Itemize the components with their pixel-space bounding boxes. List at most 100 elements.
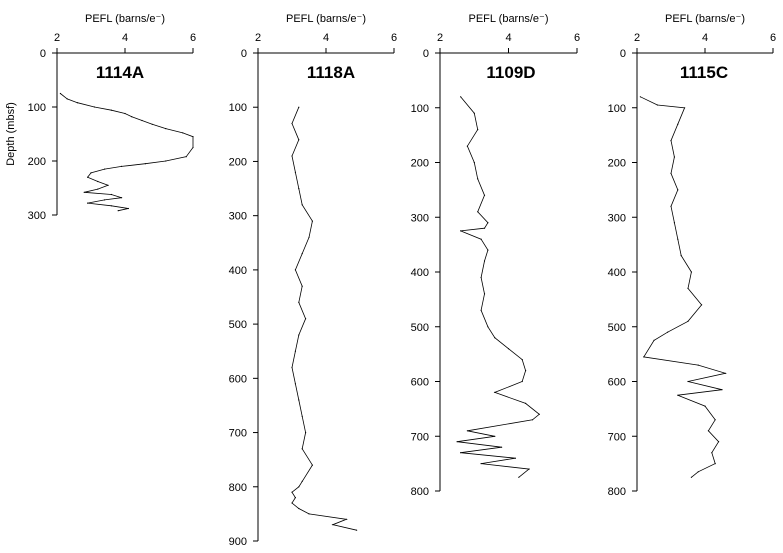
data-point <box>93 106 95 108</box>
data-point <box>487 249 489 251</box>
data-point <box>141 119 143 122</box>
data-point <box>528 468 530 470</box>
data-point <box>673 156 676 158</box>
x-tick-label: 6 <box>190 32 196 44</box>
data-point <box>677 123 679 125</box>
data-point <box>680 255 682 257</box>
data-point <box>718 441 720 443</box>
data-point <box>477 129 479 131</box>
data-point <box>456 441 458 443</box>
data-point <box>301 285 303 287</box>
data-point <box>110 205 112 207</box>
x-tick-label: 4 <box>323 32 329 44</box>
y-tick-label: 100 <box>229 102 247 114</box>
data-point <box>670 205 672 207</box>
y-tick-label: 200 <box>608 158 626 170</box>
data-point <box>301 253 303 255</box>
data-point <box>301 480 303 482</box>
x-tick-label: 6 <box>574 32 580 44</box>
y-tick-label: 0 <box>620 48 626 60</box>
data-point <box>298 486 300 488</box>
y-tick-label: 600 <box>229 373 247 385</box>
panel-1118A: 2 4 6 PEFL (barns/e⁻) 0 100 200 300 400 500 600 700… <box>229 13 397 548</box>
y-tick-label: 600 <box>608 377 626 389</box>
data-point <box>104 199 106 201</box>
panel-title: 1115C <box>680 63 728 82</box>
data-point <box>460 230 462 232</box>
data-point <box>76 102 78 104</box>
data-point <box>305 318 307 320</box>
data-point <box>127 207 129 210</box>
data-point <box>697 364 699 366</box>
x-tick-label: 4 <box>122 32 128 44</box>
data-point <box>165 160 167 162</box>
data-point <box>185 156 187 158</box>
panel-1115C: 2 4 6 PEFL (barns/e⁻) 0 100 200 300 400 500 600 700… <box>608 13 776 498</box>
data-point <box>711 452 713 454</box>
y-tick-label: 600 <box>411 377 429 389</box>
data-point <box>483 260 486 262</box>
y-tick-label: 800 <box>229 482 247 494</box>
data-point <box>301 204 303 206</box>
data-point <box>104 168 106 170</box>
panel-1114A: 2 4 6 PEFL (barns/e⁻) 0 100 200 300 Depth (mbsf)… <box>5 13 196 222</box>
data-point <box>677 394 679 396</box>
panel-title: 1109D <box>486 63 535 82</box>
data-point <box>480 276 482 279</box>
y-tick-label: 400 <box>608 267 626 279</box>
panel-title: 1114A <box>96 63 144 82</box>
data-point <box>294 171 296 173</box>
data-point <box>704 405 706 407</box>
data-point <box>483 227 486 229</box>
y-tick-label: 500 <box>608 322 626 334</box>
data-point <box>59 92 62 95</box>
data-point <box>673 222 676 224</box>
x-tick-label: 6 <box>391 32 397 44</box>
data-point <box>83 191 85 193</box>
data-point <box>507 348 510 350</box>
y-tick-label: 200 <box>411 158 429 170</box>
y-axis-title: Depth (mbsf) <box>5 102 17 166</box>
data-point <box>124 112 126 115</box>
x-tick-label: 2 <box>255 32 261 44</box>
data-point <box>291 502 293 504</box>
x-tick-label: 2 <box>54 32 60 44</box>
data-point <box>131 116 133 118</box>
y-tick-label: 300 <box>28 210 46 222</box>
x-tick-label: 2 <box>437 32 443 44</box>
x-tick-label: 4 <box>505 32 511 44</box>
y-tick-label: 200 <box>28 156 46 168</box>
data-point <box>687 320 689 322</box>
data-point <box>291 366 293 369</box>
data-point <box>301 415 303 417</box>
x-axis-title: PEFL (barns/e⁻) <box>469 13 549 25</box>
data-point <box>483 293 486 295</box>
y-tick-label: 900 <box>229 536 247 548</box>
data-point <box>294 269 296 271</box>
data-point <box>298 399 300 401</box>
data-point <box>721 389 723 391</box>
data-point <box>305 432 307 434</box>
data-point <box>298 507 300 510</box>
pefl-trace-1114A <box>60 93 194 212</box>
data-point <box>97 188 99 190</box>
data-point <box>87 176 89 178</box>
x-axis-title: PEFL (barns/e⁻) <box>286 13 366 25</box>
y-tick-label: 300 <box>229 211 247 223</box>
y-tick-label: 0 <box>423 48 429 60</box>
data-point <box>494 435 496 437</box>
data-point <box>151 123 153 125</box>
data-point <box>670 172 672 174</box>
data-point <box>121 197 123 199</box>
data-point <box>87 202 89 204</box>
x-axis-title: PEFL (barns/e⁻) <box>85 13 165 25</box>
y-tick-label: 500 <box>411 322 429 334</box>
data-point <box>332 524 334 526</box>
data-point <box>514 457 517 459</box>
data-point <box>192 146 194 149</box>
y-tick-label: 0 <box>241 48 247 60</box>
data-point <box>687 287 689 289</box>
data-point <box>66 98 68 100</box>
data-point <box>639 96 642 98</box>
